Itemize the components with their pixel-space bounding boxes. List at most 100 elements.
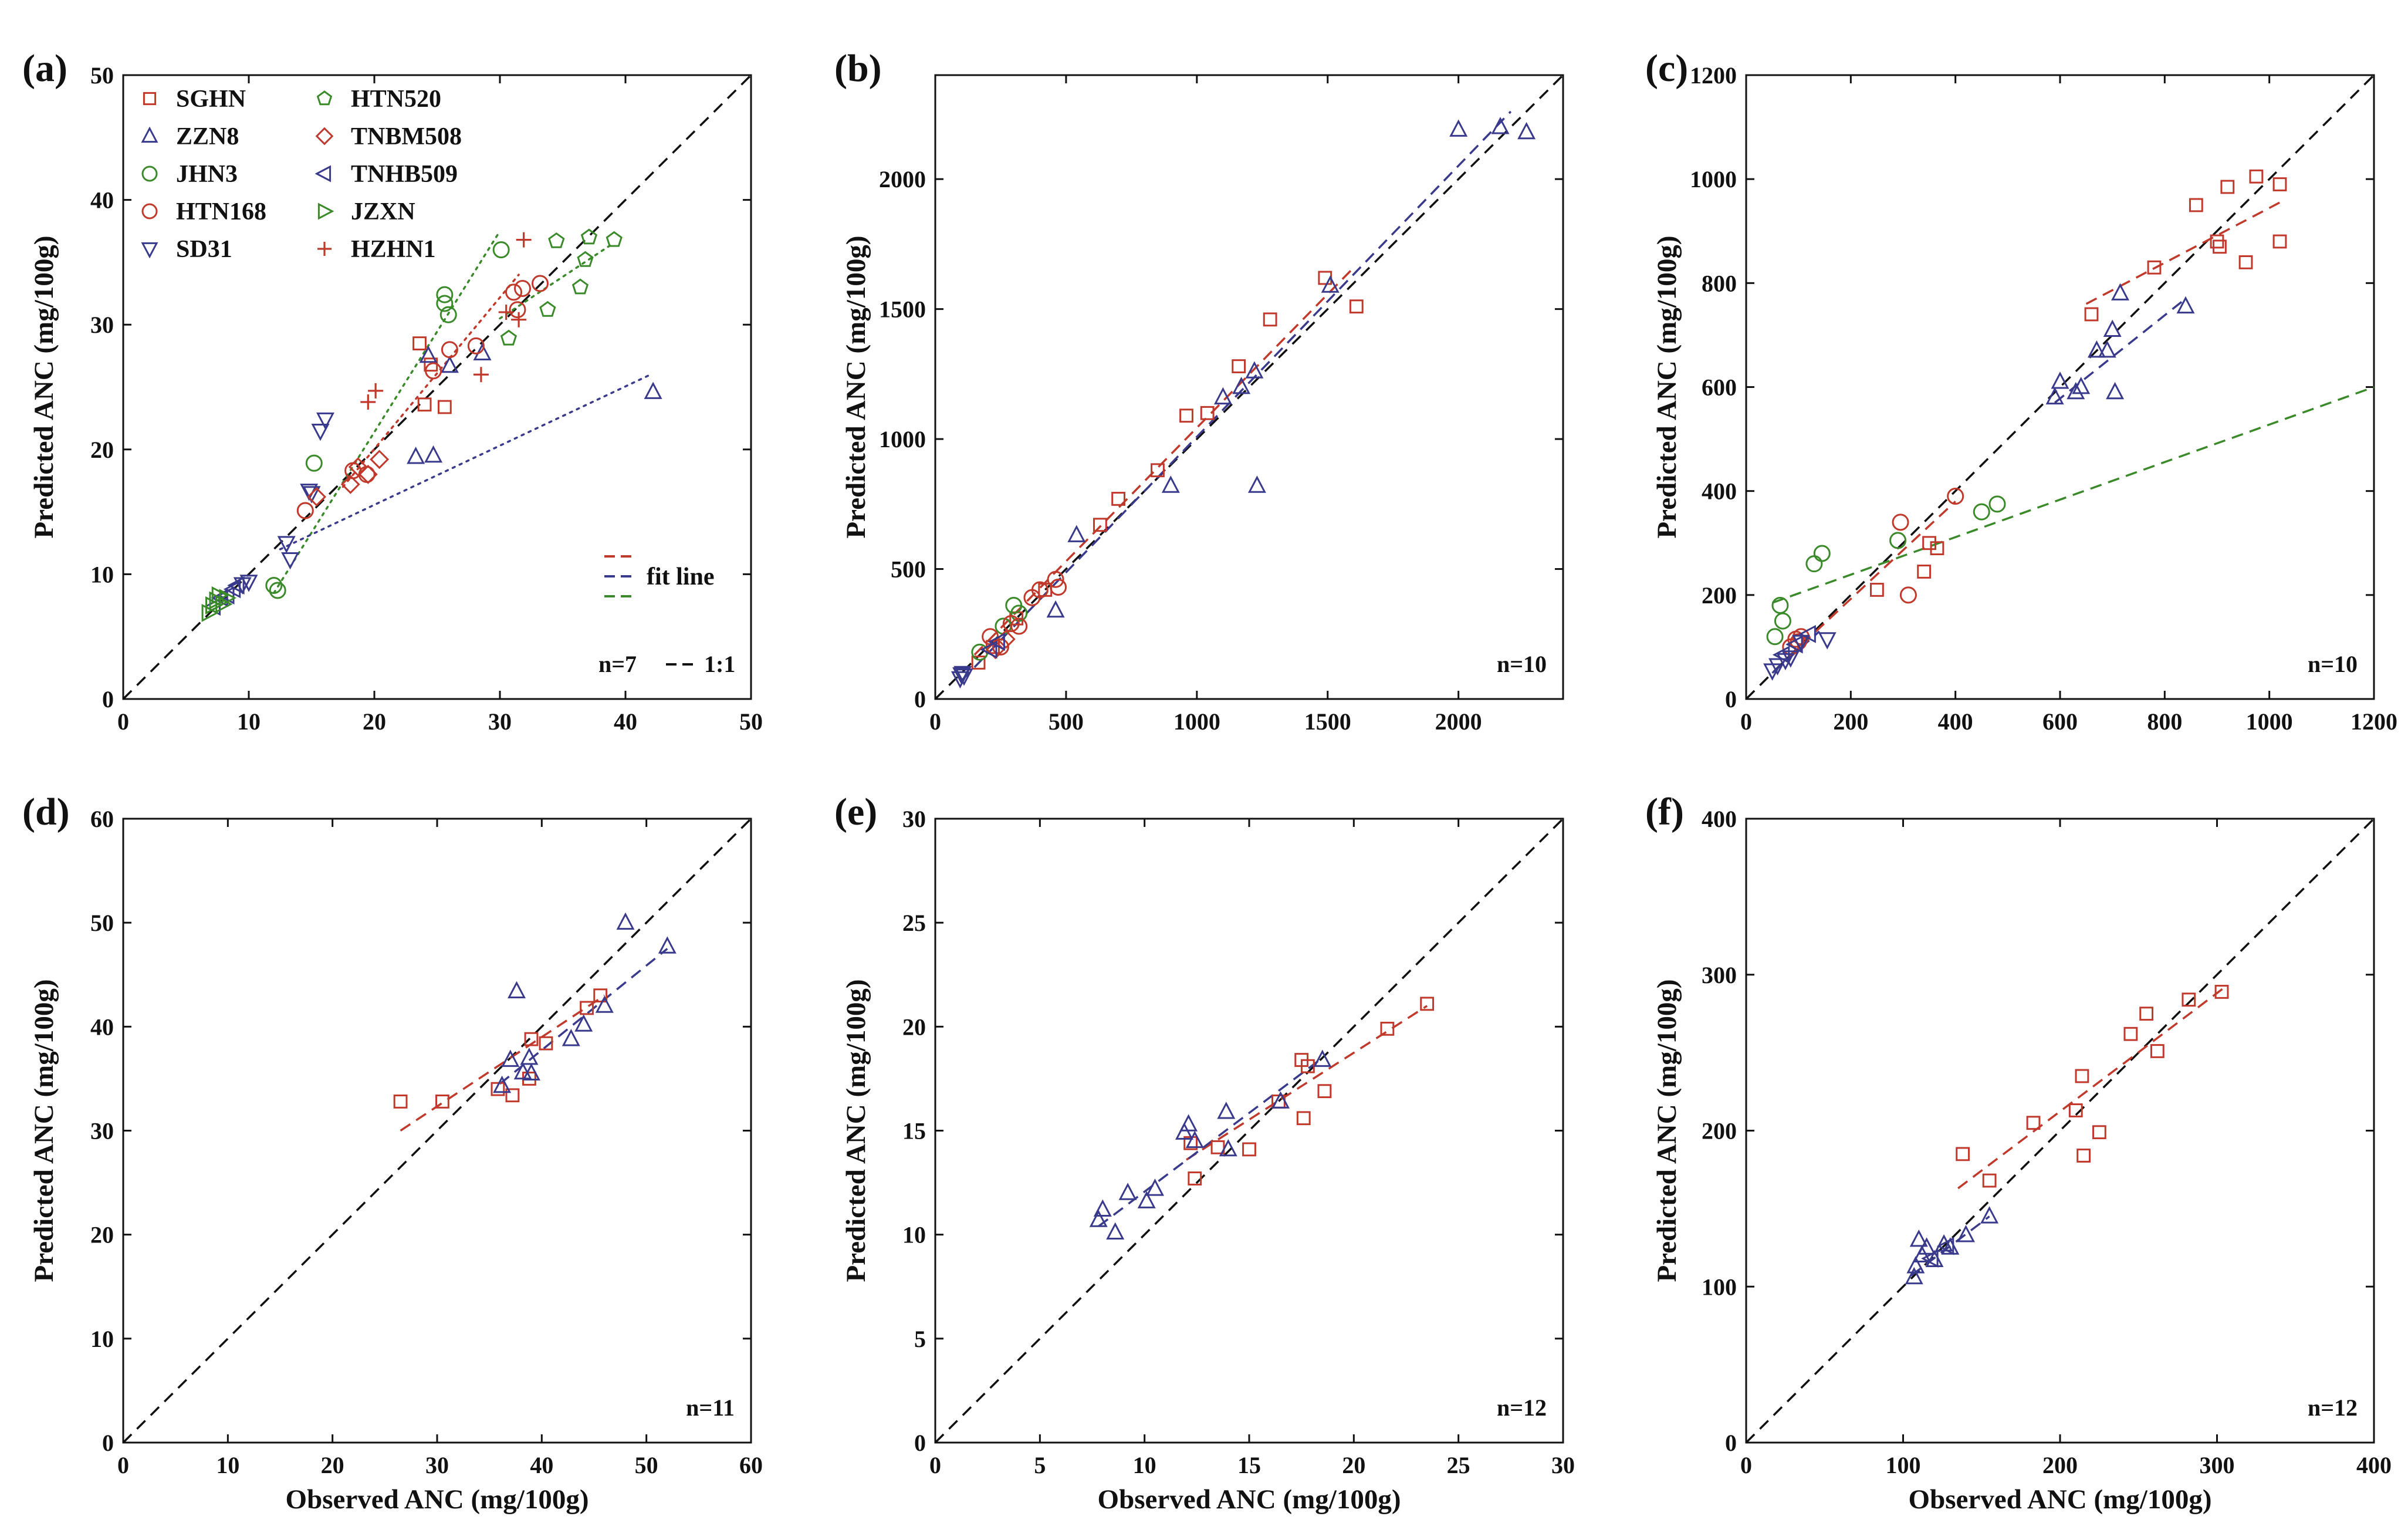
data-point bbox=[281, 552, 300, 570]
data-point bbox=[644, 381, 662, 399]
data-point bbox=[1957, 1225, 1975, 1242]
y-axis-title: Predicted ANC (mg/100g) bbox=[1652, 979, 1682, 1282]
x-tick-label: 1000 bbox=[2246, 708, 2293, 735]
data-point bbox=[467, 337, 485, 354]
data-point bbox=[522, 1063, 540, 1080]
y-tick-label: 0 bbox=[914, 1430, 926, 1456]
data-point bbox=[580, 1001, 594, 1015]
data-point bbox=[1917, 565, 1932, 579]
y-tick-label: 20 bbox=[90, 437, 114, 463]
data-point bbox=[1050, 579, 1067, 596]
chart-panel: 0 500 1000 1500 2000 0 500 1000 1500 2000 (b) n=10 P… bbox=[834, 47, 1564, 735]
data-point bbox=[1892, 514, 1909, 531]
y-tick-label: 30 bbox=[90, 312, 114, 338]
fit-line bbox=[973, 266, 1355, 656]
data-point bbox=[1813, 545, 1831, 562]
fit-line bbox=[499, 242, 614, 320]
series-jhn3 bbox=[265, 241, 510, 599]
y-tick-label: 1200 bbox=[1690, 62, 1737, 89]
data-point bbox=[305, 454, 323, 472]
y-tick-label: 1000 bbox=[1690, 166, 1737, 192]
fit-line bbox=[279, 373, 652, 551]
y-tick-label: 1000 bbox=[879, 426, 926, 452]
data-point bbox=[1930, 541, 1944, 556]
one-to-one-line bbox=[934, 74, 1564, 700]
series-zzn8 bbox=[2045, 283, 2195, 405]
fit-line bbox=[499, 948, 668, 1085]
x-tick-label: 200 bbox=[1833, 708, 1868, 735]
y-tick-label: 300 bbox=[1702, 962, 1737, 988]
panel-letter: (c) bbox=[1645, 47, 1688, 90]
x-tick-label: 0 bbox=[117, 1452, 129, 1478]
legend-label: TNHB509 bbox=[351, 161, 458, 188]
data-point bbox=[1420, 997, 1435, 1011]
plot-frame bbox=[934, 74, 1564, 700]
data-point bbox=[2087, 340, 2106, 358]
data-point bbox=[2068, 1103, 2083, 1117]
data-point bbox=[616, 912, 635, 930]
series-sghn bbox=[412, 336, 452, 414]
data-point bbox=[1232, 376, 1251, 394]
data-point bbox=[2176, 296, 2195, 314]
data-point bbox=[2051, 372, 2069, 389]
data-point bbox=[1936, 1237, 1954, 1255]
data-point bbox=[2238, 255, 2253, 269]
data-point bbox=[1242, 1142, 1256, 1157]
data-point bbox=[1774, 612, 1791, 630]
data-point bbox=[419, 345, 438, 363]
data-point bbox=[368, 383, 384, 398]
x-tick-label: 10 bbox=[1133, 1452, 1156, 1478]
data-point bbox=[302, 486, 321, 504]
data-point bbox=[505, 283, 523, 301]
data-point bbox=[539, 300, 556, 317]
y-tick-label: 400 bbox=[1702, 806, 1737, 832]
data-point bbox=[1188, 1171, 1202, 1186]
n-label: n=10 bbox=[1497, 651, 1547, 677]
data-point bbox=[2026, 1116, 2041, 1130]
data-point bbox=[595, 995, 614, 1013]
data-point bbox=[971, 656, 986, 670]
data-point bbox=[2076, 1149, 2091, 1163]
data-point bbox=[2123, 1026, 2138, 1041]
chart-panel: 0 200 400 600 800 1000 1200 0 200 400 600 800 1000 12… bbox=[1645, 47, 2397, 735]
data-point bbox=[1909, 1229, 1928, 1247]
data-point bbox=[412, 336, 427, 350]
x-tick-label: 30 bbox=[1551, 1452, 1575, 1478]
series-sghn bbox=[1183, 997, 1435, 1186]
y-tick-label: 30 bbox=[90, 1118, 114, 1144]
data-point bbox=[1317, 1084, 1332, 1099]
data-point bbox=[1449, 119, 1468, 137]
data-point bbox=[980, 640, 997, 659]
panel-letter: (d) bbox=[22, 791, 70, 833]
data-point bbox=[524, 1032, 539, 1046]
one-to-one-line bbox=[122, 74, 752, 700]
data-point bbox=[2106, 381, 2125, 400]
x-tick-label: 1500 bbox=[1304, 708, 1351, 735]
data-point bbox=[2103, 319, 2122, 337]
data-point bbox=[1766, 628, 1784, 646]
data-point bbox=[500, 329, 518, 346]
legend-n-label: n=7 bbox=[598, 651, 637, 677]
y-tick-label: 500 bbox=[891, 556, 926, 583]
fit-line bbox=[273, 230, 501, 595]
data-point bbox=[370, 450, 390, 470]
data-point bbox=[1046, 600, 1065, 618]
n-label: n=11 bbox=[686, 1394, 735, 1421]
data-point bbox=[473, 367, 489, 383]
data-point bbox=[2098, 340, 2116, 358]
data-point bbox=[417, 397, 432, 412]
x-tick-label: 800 bbox=[2147, 708, 2182, 735]
legend-label: ZZN8 bbox=[176, 123, 239, 150]
series-jzxn bbox=[201, 586, 237, 622]
data-point bbox=[436, 295, 454, 312]
series-sghn bbox=[1956, 985, 2229, 1188]
data-point bbox=[1210, 1140, 1225, 1154]
series-zzn8 bbox=[407, 343, 662, 464]
y-tick-label: 25 bbox=[902, 910, 926, 936]
series-zzn8 bbox=[1089, 1049, 1332, 1240]
data-point bbox=[505, 1088, 520, 1103]
data-point bbox=[493, 1075, 512, 1093]
data-point bbox=[227, 576, 245, 595]
data-point bbox=[348, 457, 368, 477]
